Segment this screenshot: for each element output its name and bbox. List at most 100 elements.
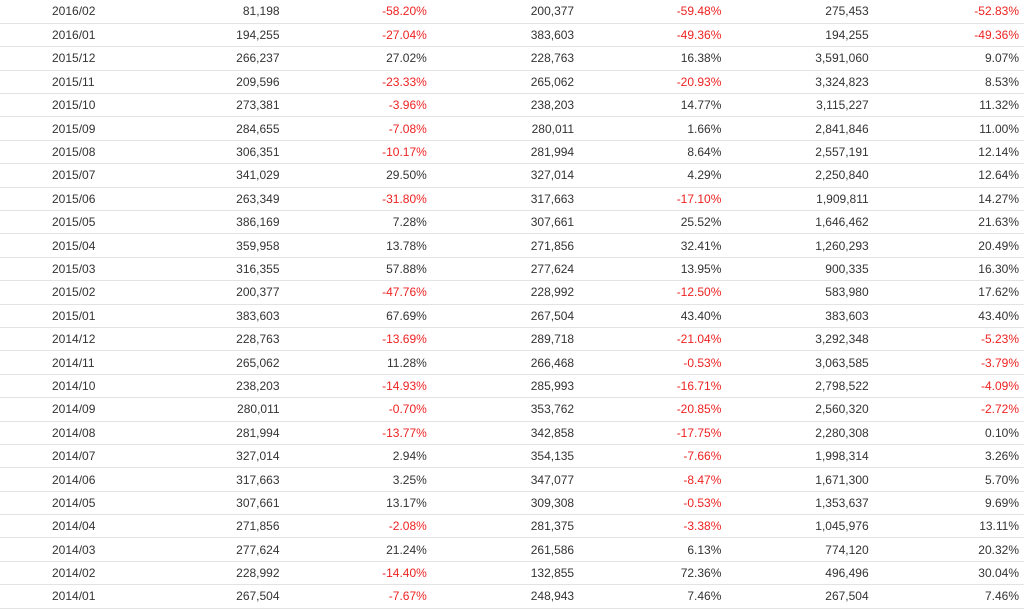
table-row: 2015/07 341,029 29.50% 327,014 4.29% 2,250,84… — [0, 163, 1024, 188]
value-cell-3: 2,798,522 — [729, 374, 877, 399]
value-cell-2: 353,762 — [434, 397, 583, 422]
change-cell-2: -20.85% — [582, 397, 730, 422]
change-cell-3: 30.04% — [876, 561, 1024, 586]
change-cell-3: 12.14% — [876, 140, 1024, 165]
month-cell: 2015/01 — [0, 304, 141, 328]
change-cell-2: 6.13% — [582, 537, 730, 562]
value-cell-3: 3,063,585 — [729, 350, 877, 375]
change-cell-2: -0.53% — [582, 491, 730, 516]
month-cell: 2014/02 — [0, 561, 141, 586]
change-cell-1: -27.04% — [287, 23, 435, 48]
month-cell: 2016/01 — [0, 23, 141, 48]
change-cell-2: -8.47% — [582, 467, 730, 492]
value-cell-2: 285,993 — [434, 374, 583, 399]
value-cell-1: 307,661 — [140, 491, 288, 516]
value-cell-1: 317,663 — [140, 467, 288, 492]
change-cell-2: -0.53% — [582, 350, 730, 375]
value-cell-2: 267,504 — [434, 304, 583, 328]
table-row: 2014/04 271,856 -2.08% 281,375 -3.38% 1,045,9… — [0, 514, 1024, 539]
change-cell-2: 1.66% — [582, 116, 730, 141]
table-row: 2016/01 194,255 -27.04% 383,603 -49.36% 194,2… — [0, 23, 1024, 48]
change-cell-3: 0.10% — [876, 421, 1024, 445]
value-cell-3: 267,504 — [729, 584, 877, 609]
value-cell-2: 309,308 — [434, 491, 583, 516]
table-row: 2014/03 277,624 21.24% 261,586 6.13% 774,120 2… — [0, 537, 1024, 562]
change-cell-1: -14.93% — [287, 374, 435, 399]
value-cell-2: 266,468 — [434, 350, 583, 375]
table-row: 2015/10 273,381 -3.96% 238,203 14.77% 3,115,2… — [0, 93, 1024, 118]
table-row: 2014/08 281,994 -13.77% 342,858 -17.75% 2,280… — [0, 421, 1024, 445]
value-cell-1: 265,062 — [140, 350, 288, 375]
change-cell-1: -58.20% — [287, 0, 435, 24]
value-cell-3: 275,453 — [729, 0, 877, 24]
table-row: 2014/06 317,663 3.25% 347,077 -8.47% 1,671,30… — [0, 467, 1024, 492]
value-cell-3: 3,115,227 — [729, 93, 877, 118]
value-cell-3: 1,353,637 — [729, 491, 877, 516]
month-cell: 2015/08 — [0, 140, 141, 165]
month-cell: 2014/06 — [0, 467, 141, 492]
value-cell-1: 280,011 — [140, 397, 288, 422]
value-cell-3: 2,841,846 — [729, 116, 877, 141]
change-cell-2: -49.36% — [582, 23, 730, 48]
change-cell-3: -52.83% — [876, 0, 1024, 24]
value-cell-3: 900,335 — [729, 257, 877, 282]
change-cell-3: 7.46% — [876, 584, 1024, 609]
month-cell: 2015/04 — [0, 233, 141, 258]
table-row: 2014/02 228,992 -14.40% 132,855 72.36% 496,49… — [0, 561, 1024, 586]
change-cell-1: -47.76% — [287, 280, 435, 305]
value-cell-3: 496,496 — [729, 561, 877, 586]
table-row: 2015/09 284,655 -7.08% 280,011 1.66% 2,841,84… — [0, 116, 1024, 141]
change-cell-1: 11.28% — [287, 350, 435, 375]
change-cell-2: -20.93% — [582, 70, 730, 95]
table-row: 2015/08 306,351 -10.17% 281,994 8.64% 2,557,1… — [0, 140, 1024, 165]
change-cell-1: 57.88% — [287, 257, 435, 282]
change-cell-3: -49.36% — [876, 23, 1024, 48]
value-cell-2: 354,135 — [434, 444, 583, 469]
table-row: 2014/09 280,011 -0.70% 353,762 -20.85% 2,560,… — [0, 397, 1024, 422]
change-cell-2: 8.64% — [582, 140, 730, 165]
value-cell-1: 238,203 — [140, 374, 288, 399]
table-row: 2015/01 383,603 67.69% 267,504 43.40% 383,603… — [0, 304, 1024, 328]
value-cell-2: 342,858 — [434, 421, 583, 445]
value-cell-1: 284,655 — [140, 116, 288, 141]
month-cell: 2014/07 — [0, 444, 141, 469]
month-cell: 2015/10 — [0, 93, 141, 118]
table-row: 2014/12 228,763 -13.69% 289,718 -21.04% 3,292… — [0, 327, 1024, 352]
month-cell: 2015/03 — [0, 257, 141, 282]
change-cell-1: -13.77% — [287, 421, 435, 445]
value-cell-1: 386,169 — [140, 210, 288, 235]
value-cell-3: 1,909,811 — [729, 187, 877, 212]
month-cell: 2014/10 — [0, 374, 141, 399]
table-row: 2015/11 209,596 -23.33% 265,062 -20.93% 3,324… — [0, 70, 1024, 95]
change-cell-2: 14.77% — [582, 93, 730, 118]
change-cell-2: 7.46% — [582, 584, 730, 609]
value-cell-1: 267,504 — [140, 584, 288, 609]
change-cell-2: 4.29% — [582, 163, 730, 188]
table-row: 2014/05 307,661 13.17% 309,308 -0.53% 1,353,6… — [0, 491, 1024, 516]
value-cell-1: 277,624 — [140, 537, 288, 562]
value-cell-3: 2,560,320 — [729, 397, 877, 422]
value-cell-2: 228,992 — [434, 280, 583, 305]
value-cell-2: 265,062 — [434, 70, 583, 95]
change-cell-3: 17.62% — [876, 280, 1024, 305]
table-row: 2015/03 316,355 57.88% 277,624 13.95% 900,335… — [0, 257, 1024, 282]
value-cell-3: 3,591,060 — [729, 46, 877, 71]
month-cell: 2014/12 — [0, 327, 141, 352]
change-cell-2: -12.50% — [582, 280, 730, 305]
value-cell-1: 306,351 — [140, 140, 288, 165]
change-cell-2: -7.66% — [582, 444, 730, 469]
change-cell-2: -3.38% — [582, 514, 730, 539]
value-cell-2: 289,718 — [434, 327, 583, 352]
table-row: 2015/05 386,169 7.28% 307,661 25.52% 1,646,46… — [0, 210, 1024, 235]
table-row: 2014/01 267,504 -7.67% 248,943 7.46% 267,504 7… — [0, 584, 1024, 609]
change-cell-3: 8.53% — [876, 70, 1024, 95]
change-cell-3: 11.00% — [876, 116, 1024, 141]
value-cell-3: 2,250,840 — [729, 163, 877, 188]
change-cell-1: -0.70% — [287, 397, 435, 422]
change-cell-2: 43.40% — [582, 304, 730, 328]
value-cell-2: 228,763 — [434, 46, 583, 71]
value-cell-2: 238,203 — [434, 93, 583, 118]
value-cell-1: 194,255 — [140, 23, 288, 48]
month-cell: 2014/03 — [0, 537, 141, 562]
table-row: 2014/10 238,203 -14.93% 285,993 -16.71% 2,798… — [0, 374, 1024, 399]
